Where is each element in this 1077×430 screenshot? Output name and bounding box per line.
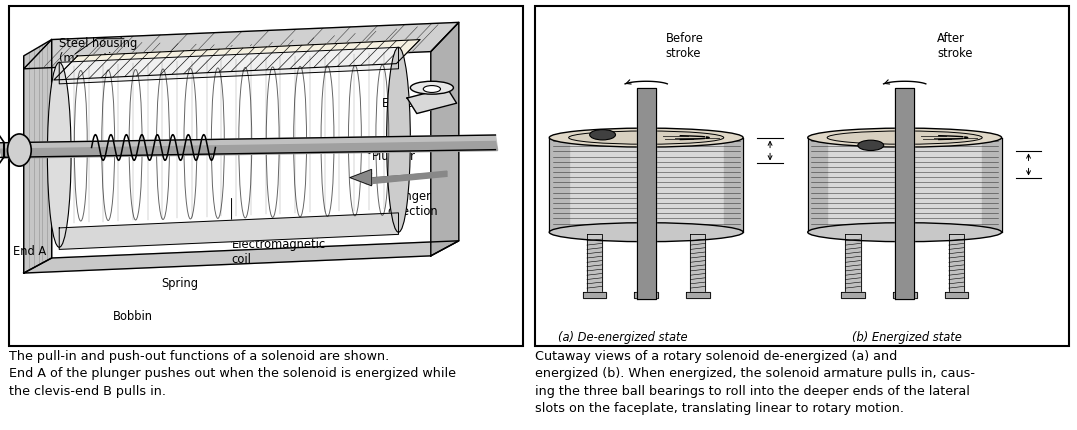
- Polygon shape: [366, 171, 447, 184]
- Ellipse shape: [47, 62, 71, 247]
- Ellipse shape: [549, 128, 743, 147]
- Text: End A: End A: [13, 245, 46, 258]
- Ellipse shape: [808, 128, 1002, 147]
- Polygon shape: [690, 234, 705, 292]
- Text: (b) Energized state: (b) Energized state: [852, 331, 962, 344]
- Polygon shape: [724, 138, 743, 232]
- Polygon shape: [24, 241, 459, 273]
- Polygon shape: [0, 141, 498, 158]
- Polygon shape: [59, 47, 398, 84]
- Polygon shape: [549, 138, 743, 232]
- Polygon shape: [407, 88, 457, 114]
- Polygon shape: [808, 138, 1002, 232]
- Polygon shape: [587, 234, 602, 292]
- Polygon shape: [686, 292, 710, 298]
- Ellipse shape: [410, 81, 453, 94]
- Polygon shape: [637, 88, 656, 299]
- Polygon shape: [583, 292, 606, 298]
- Polygon shape: [897, 234, 912, 292]
- Text: Electromagnetic
coil: Electromagnetic coil: [232, 237, 326, 266]
- Polygon shape: [0, 135, 498, 157]
- Bar: [535, 6, 1069, 346]
- Polygon shape: [895, 88, 914, 299]
- Text: Spring: Spring: [162, 277, 198, 290]
- Text: Plunger
direction: Plunger direction: [388, 190, 438, 218]
- Polygon shape: [808, 138, 827, 232]
- Polygon shape: [431, 22, 459, 256]
- Text: After
stroke: After stroke: [937, 32, 973, 60]
- Polygon shape: [845, 234, 861, 292]
- Polygon shape: [54, 40, 420, 80]
- Polygon shape: [59, 213, 398, 249]
- Bar: [9, 6, 523, 346]
- Polygon shape: [945, 292, 968, 298]
- Polygon shape: [549, 138, 569, 232]
- Text: End B: End B: [382, 97, 416, 110]
- Text: The pull-in and push-out functions of a solenoid are shown.
End A of the plunger: The pull-in and push-out functions of a …: [9, 350, 456, 398]
- Circle shape: [857, 140, 883, 150]
- Ellipse shape: [549, 223, 743, 242]
- Ellipse shape: [387, 47, 410, 232]
- Polygon shape: [24, 22, 459, 69]
- Circle shape: [423, 86, 440, 92]
- Text: Plunger: Plunger: [372, 150, 416, 163]
- Polygon shape: [639, 234, 654, 292]
- Text: Cutaway views of a rotary solenoid de-energized (a) and
energized (b). When ener: Cutaway views of a rotary solenoid de-en…: [535, 350, 976, 415]
- Polygon shape: [893, 292, 917, 298]
- Polygon shape: [949, 234, 964, 292]
- Polygon shape: [350, 169, 372, 186]
- Text: Before
stroke: Before stroke: [666, 32, 703, 60]
- Text: Bobbin: Bobbin: [113, 310, 153, 322]
- Polygon shape: [634, 292, 658, 298]
- Ellipse shape: [569, 131, 724, 144]
- Polygon shape: [982, 138, 1002, 232]
- Text: Steel housing
(magnetic return): Steel housing (magnetic return): [59, 37, 162, 64]
- Ellipse shape: [808, 223, 1002, 242]
- Ellipse shape: [8, 134, 31, 166]
- Circle shape: [590, 129, 616, 140]
- Text: (a) De-energized state: (a) De-energized state: [558, 331, 687, 344]
- Ellipse shape: [827, 131, 982, 144]
- Polygon shape: [24, 40, 52, 273]
- Polygon shape: [841, 292, 865, 298]
